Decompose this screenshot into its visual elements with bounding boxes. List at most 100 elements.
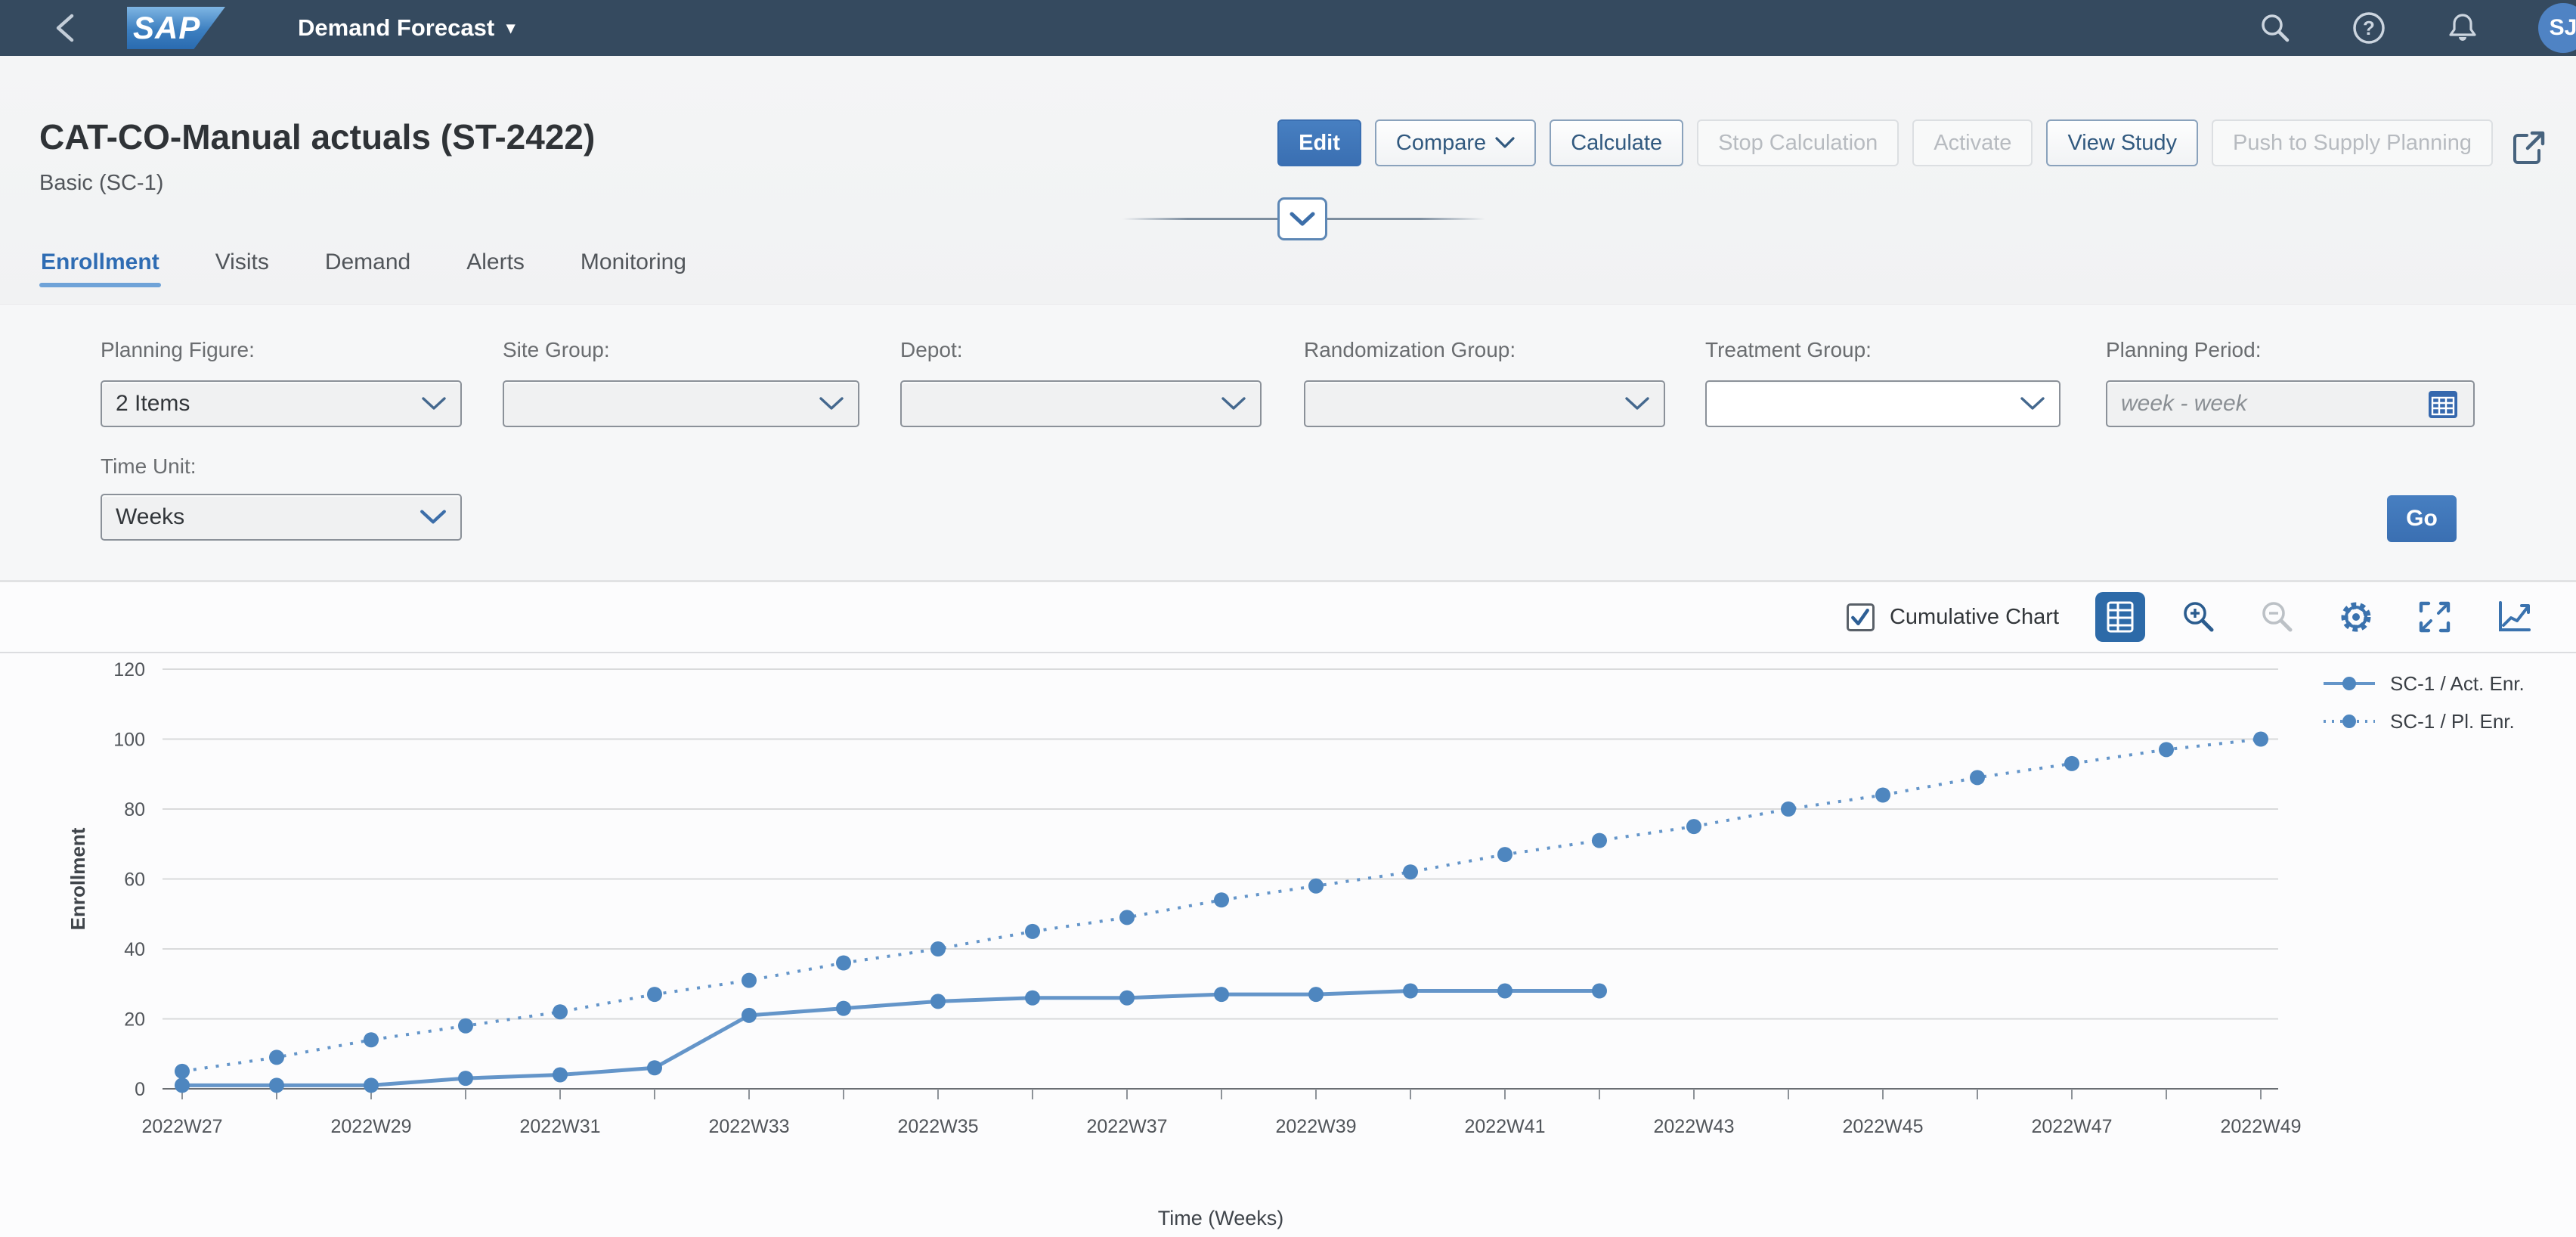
treatment-group-label: Treatment Group: <box>1705 338 1872 361</box>
chevron-down-icon <box>1625 397 1649 410</box>
svg-text:100: 100 <box>113 730 145 751</box>
treatment-group-select[interactable] <box>1705 380 2060 427</box>
tab-visits[interactable]: Visits <box>215 250 269 274</box>
zoom-in-button[interactable] <box>2174 592 2224 642</box>
calculate-button[interactable]: Calculate <box>1550 119 1684 166</box>
chevron-down-icon <box>422 397 446 410</box>
svg-text:2022W39: 2022W39 <box>1275 1116 1356 1137</box>
fullscreen-button[interactable] <box>2410 592 2460 642</box>
app-title: Demand Forecast <box>298 14 495 41</box>
shell-icons: ? SJ <box>2257 0 2576 56</box>
compare-button[interactable]: Compare <box>1374 119 1537 166</box>
stop-calculation-button: Stop Calculation <box>1697 119 1899 166</box>
site-group-label: Site Group: <box>503 338 610 361</box>
planning-period-input[interactable]: week - week <box>2106 380 2475 427</box>
time-unit-select[interactable]: Weeks <box>101 494 462 541</box>
checkmark-icon <box>1851 608 1870 626</box>
view-study-button[interactable]: View Study <box>2046 119 2198 166</box>
cumulative-chart-checkbox[interactable] <box>1846 603 1875 631</box>
legend-dotted-marker-icon <box>2324 715 2375 728</box>
chevron-down-icon <box>1495 137 1515 148</box>
calendar-icon[interactable] <box>2426 387 2460 420</box>
svg-text:2022W33: 2022W33 <box>708 1116 789 1137</box>
planning-figure-label: Planning Figure: <box>101 338 255 361</box>
svg-text:120: 120 <box>113 659 145 681</box>
sap-logo: SAP <box>127 7 225 49</box>
svg-text:2022W37: 2022W37 <box>1086 1116 1167 1137</box>
app-title-menu[interactable]: Demand Forecast ▾ <box>298 14 515 42</box>
depot-select[interactable] <box>900 380 1262 427</box>
search-button[interactable] <box>2257 10 2293 46</box>
svg-text:2022W35: 2022W35 <box>897 1116 978 1137</box>
filter-bar: Planning Figure: 2 Items Site Group: Dep… <box>0 304 2576 581</box>
help-button[interactable]: ? <box>2351 10 2387 46</box>
tab-demand[interactable]: Demand <box>324 250 411 274</box>
enrollment-chart: 0 20 40 60 80 100 120 Enrollment 2022W27 2022W29 2… <box>67 659 2302 1137</box>
svg-text:60: 60 <box>124 870 145 891</box>
zoom-in-icon <box>2184 602 2214 632</box>
app-title-caret-icon: ▾ <box>506 18 516 37</box>
randomization-group-select[interactable] <box>1304 380 1665 427</box>
share-button[interactable] <box>2506 126 2550 169</box>
line-chart-icon <box>2499 601 2531 631</box>
svg-text:2022W41: 2022W41 <box>1464 1116 1545 1137</box>
toolbar-divider <box>0 652 2576 653</box>
svg-text:?: ? <box>2363 17 2375 39</box>
expand-icon <box>2419 601 2451 633</box>
show-table-button[interactable] <box>2095 592 2145 642</box>
svg-text:Enrollment: Enrollment <box>67 827 89 930</box>
tab-alerts[interactable]: Alerts <box>466 250 525 274</box>
svg-text:2022W29: 2022W29 <box>330 1116 411 1137</box>
collapse-header-button[interactable] <box>1277 197 1327 240</box>
go-button[interactable]: Go <box>2387 495 2457 542</box>
legend-item-planned[interactable]: SC-1 / Pl. Enr. <box>2322 708 2525 735</box>
svg-text:2022W43: 2022W43 <box>1653 1116 1734 1137</box>
action-toolbar: Edit Compare Calculate Stop Calculation … <box>1277 118 2493 168</box>
tab-monitoring[interactable]: Monitoring <box>580 250 686 274</box>
tab-bar: Enrollment Visits Demand Alerts Monitori… <box>39 245 688 289</box>
svg-text:80: 80 <box>124 799 145 820</box>
notifications-button[interactable] <box>2444 10 2481 46</box>
activate-button: Activate <box>1912 119 2033 166</box>
chart-settings-button[interactable] <box>2331 592 2381 642</box>
search-icon <box>2262 14 2290 42</box>
chart-legend: SC-1 / Act. Enr. SC-1 / Pl. Enr. <box>2322 670 2525 735</box>
avatar-initials: SJ <box>2549 15 2576 40</box>
chevron-down-icon <box>1221 397 1246 410</box>
legend-label: SC-1 / Pl. Enr. <box>2390 709 2515 733</box>
chart-toolbar: Cumulative Chart <box>1846 591 2538 643</box>
zoom-out-icon <box>2262 602 2293 632</box>
zoom-out-button <box>2252 592 2302 642</box>
open-external-icon <box>2513 131 2545 164</box>
chevron-down-icon <box>2020 397 2045 410</box>
user-avatar[interactable]: SJ <box>2538 3 2576 53</box>
legend-item-actual[interactable]: SC-1 / Act. Enr. <box>2322 670 2525 697</box>
back-button[interactable] <box>50 11 80 45</box>
push-to-supply-planning-button: Push to Supply Planning <box>2212 119 2493 166</box>
bell-icon <box>2449 14 2476 41</box>
chevron-down-icon <box>420 510 446 524</box>
planning-period-label: Planning Period: <box>2106 338 2262 361</box>
edit-button[interactable]: Edit <box>1277 119 1361 166</box>
time-unit-label: Time Unit: <box>101 454 197 478</box>
svg-text:20: 20 <box>124 1009 145 1031</box>
sap-logo-text: SAP <box>133 10 201 45</box>
chart-panel: Cumulative Chart <box>0 581 2576 1237</box>
svg-text:2022W45: 2022W45 <box>1842 1116 1923 1137</box>
chart-type-button[interactable] <box>2488 592 2538 642</box>
shell-bar: SAP Demand Forecast ▾ ? SJ <box>0 0 2576 56</box>
svg-text:2022W49: 2022W49 <box>2220 1116 2301 1137</box>
page-subtitle: Basic (SC-1) <box>39 171 164 195</box>
legend-label: SC-1 / Act. Enr. <box>2390 671 2525 695</box>
svg-text:2022W27: 2022W27 <box>141 1116 222 1137</box>
chevron-down-icon <box>819 397 844 410</box>
page-title: CAT-CO-Manual actuals (ST-2422) <box>39 117 596 157</box>
cumulative-chart-label: Cumulative Chart <box>1889 604 2059 629</box>
tab-enrollment[interactable]: Enrollment <box>39 245 161 289</box>
randomization-group-label: Randomization Group: <box>1304 338 1516 361</box>
gear-icon <box>2341 602 2371 632</box>
site-group-select[interactable] <box>503 380 859 427</box>
svg-text:2022W47: 2022W47 <box>2031 1116 2112 1137</box>
planning-figure-select[interactable]: 2 Items <box>101 380 462 427</box>
table-icon <box>2107 601 2134 633</box>
